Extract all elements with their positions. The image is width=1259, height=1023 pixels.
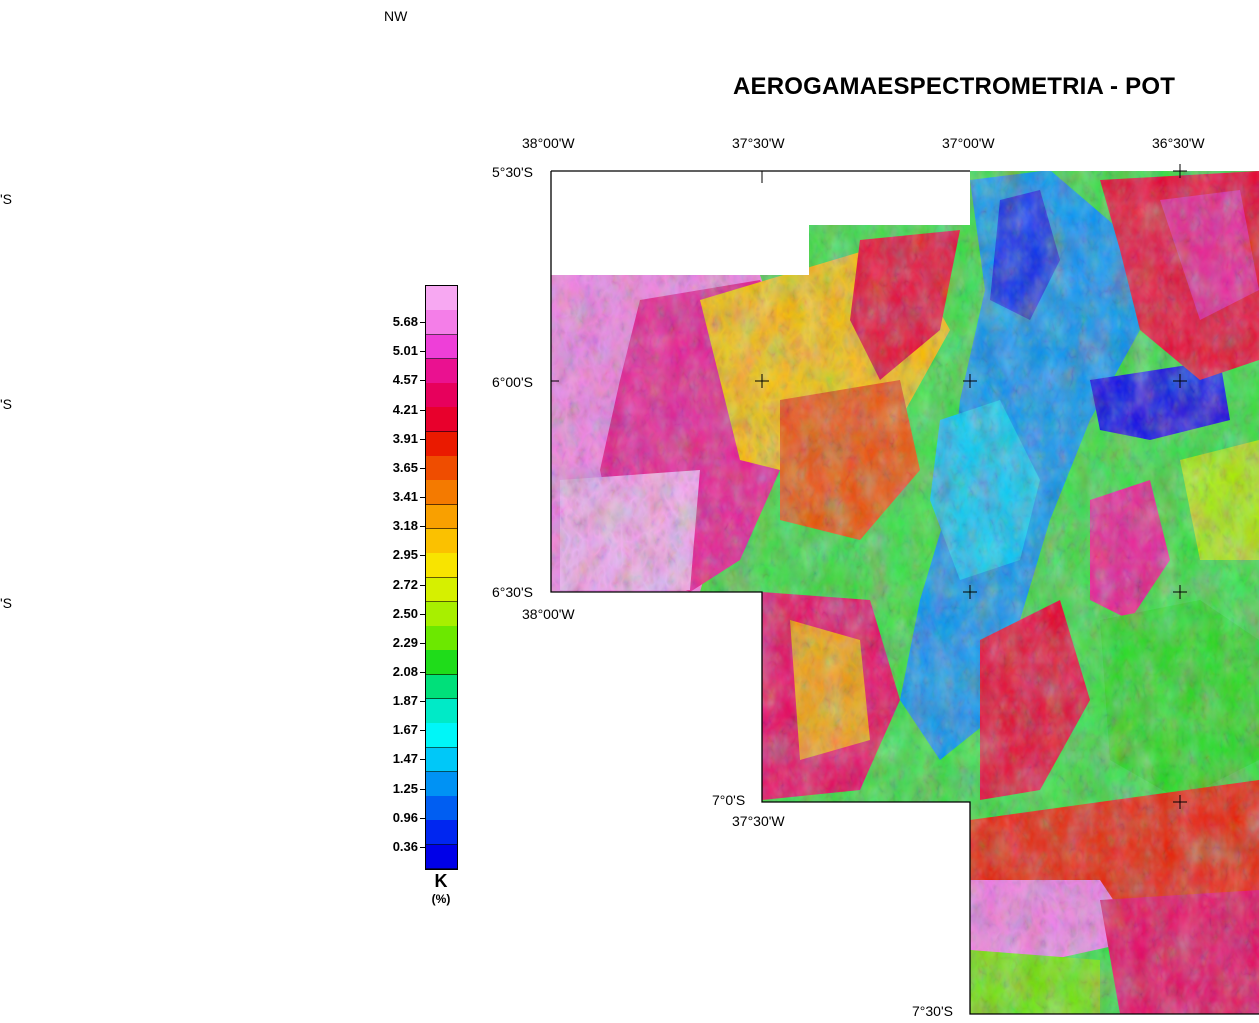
map-title: AEROGAMAESPECTROMETRIA - POT [733, 73, 1176, 100]
colorbar-swatch [426, 310, 457, 336]
colorbar-tick [420, 351, 426, 353]
colorbar-tick-label: 4.21 [392, 401, 418, 417]
colorbar-tick [420, 438, 426, 440]
colorbar-swatch [426, 286, 457, 311]
colorbar-tick-label: 2.50 [392, 605, 418, 621]
colorbar-swatch [426, 431, 457, 457]
colorbar [425, 285, 458, 870]
colorbar-swatch [426, 698, 457, 724]
colorbar-swatch [426, 504, 457, 530]
colorbar-swatch [426, 358, 457, 384]
colorbar-tick-label: 2.08 [392, 664, 418, 679]
colorbar-tick [420, 817, 426, 819]
colorbar-swatch [426, 626, 457, 651]
colorbar-swatch [426, 383, 457, 408]
colorbar-tick [420, 730, 426, 732]
colorbar-tick-label: 2.72 [392, 576, 418, 592]
colorbar-tick [420, 584, 426, 586]
lon-label: 37°00'W [942, 135, 995, 151]
colorbar-tick [420, 672, 426, 673]
colorbar-tick [420, 846, 426, 848]
map-frame [550, 170, 1259, 1015]
colorbar-tick [420, 555, 426, 557]
colorbar-tick [420, 642, 426, 644]
colorbar-swatch [426, 723, 457, 749]
lon-label: 37°30'W [732, 135, 785, 151]
colorbar-tick-label: 1.47 [392, 751, 418, 767]
colorbar-tick [420, 322, 426, 324]
lon-label: 36°30'W [1152, 135, 1205, 151]
colorbar-tick-label: 4.57 [392, 372, 418, 388]
legend-unit: (%) [431, 892, 451, 906]
colorbar-swatch [426, 601, 457, 627]
lat-label: 6°00'S [492, 374, 533, 390]
lon-label-inner: 37°30'W [732, 813, 785, 829]
colorbar-swatch [426, 820, 457, 846]
colorbar-swatch [426, 650, 457, 676]
left-edge-label: 'S [0, 396, 13, 412]
lon-label-inner: 38°00'W [522, 606, 575, 622]
colorbar-swatch [426, 844, 457, 870]
colorbar-swatch [426, 334, 457, 360]
colorbar-tick [420, 497, 426, 499]
colorbar-tick-label: 2.95 [392, 547, 418, 563]
colorbar-tick-label: 3.65 [392, 459, 418, 475]
colorbar-tick-label: 3.41 [392, 489, 418, 505]
lat-label: 7°0'S [712, 792, 746, 808]
colorbar-swatch [426, 747, 457, 773]
lat-label: 5°30'S [492, 164, 533, 180]
lat-label: 7°30'S [912, 1003, 953, 1019]
colorbar-tick-label: 0.36 [392, 838, 418, 854]
colorbar-tick-label: 1.87 [392, 693, 418, 709]
graticule-crosses [551, 164, 1187, 809]
colorbar-swatch [426, 553, 457, 578]
colorbar-swatch [426, 456, 457, 481]
colorbar-tick-label: 1.25 [392, 780, 418, 796]
lon-label: 38°00'W [522, 135, 575, 151]
colorbar-tick [420, 409, 426, 411]
colorbar-swatch [426, 771, 457, 797]
colorbar-tick [420, 701, 426, 703]
colorbar-swatch [426, 796, 457, 821]
left-edge-label: 'S [0, 595, 13, 611]
corner-label: NW [384, 8, 408, 24]
colorbar-tick [420, 467, 426, 469]
lat-label: 6°30'S [492, 584, 533, 600]
colorbar-tick [420, 380, 426, 382]
colorbar-tick-label: 3.91 [392, 430, 418, 446]
colorbar-tick-label: 5.68 [392, 314, 418, 330]
colorbar-tick [420, 788, 426, 790]
left-edge-label: 'S [0, 191, 13, 207]
colorbar-tick-label: 0.96 [392, 809, 418, 825]
colorbar-swatch [426, 528, 457, 554]
legend-variable: K [434, 871, 448, 891]
colorbar-tick-label: 5.01 [392, 343, 418, 359]
colorbar-tick [420, 613, 426, 615]
colorbar-tick-label: 3.18 [392, 518, 418, 534]
colorbar-swatch [426, 577, 457, 603]
colorbar-swatch [426, 674, 457, 700]
colorbar-swatch [426, 407, 457, 433]
colorbar-tick-label: 2.29 [392, 634, 418, 650]
colorbar-tick [420, 526, 426, 528]
colorbar-tick-label: 1.67 [392, 722, 418, 738]
colorbar-swatch [426, 480, 457, 506]
colorbar-tick [420, 759, 426, 761]
